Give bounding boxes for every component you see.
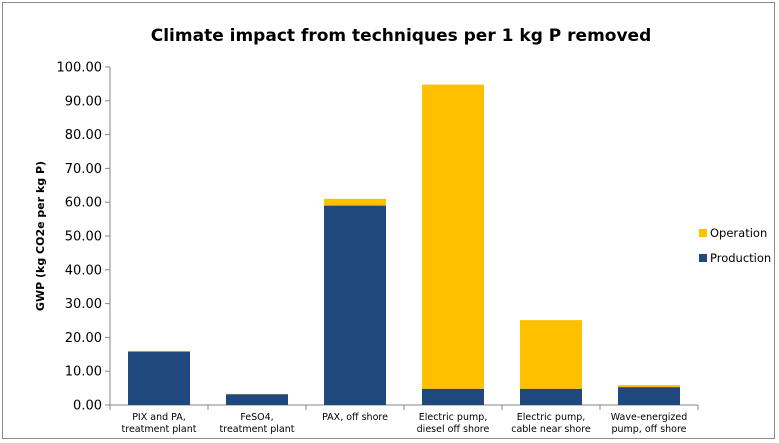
x-tick-label: cable near shore: [511, 424, 591, 435]
chart-title: Climate impact from techniques per 1 kg …: [151, 26, 652, 46]
y-tick-label: 70.00: [65, 162, 102, 177]
bar-operation-3: [422, 84, 484, 389]
legend-label-operation: Operation: [710, 226, 767, 240]
bar-production-1: [226, 394, 288, 405]
bar-production-5: [618, 387, 680, 405]
bar-operation-5: [618, 385, 680, 388]
bar-production-4: [520, 388, 582, 405]
bar-operation-4: [520, 320, 582, 389]
y-tick-label: 90.00: [65, 94, 102, 109]
y-tick-label: 0.00: [73, 399, 102, 414]
x-tick-label: pump, off shore: [611, 424, 686, 435]
x-tick-label: Electric pump,: [517, 412, 586, 423]
y-tick-label: 100.00: [57, 61, 103, 76]
bar-production-3: [422, 388, 484, 405]
x-tick-label: Wave-energized: [611, 412, 687, 423]
legend-swatch-production: [699, 254, 707, 262]
x-tick-label: FeSO4,: [240, 412, 273, 423]
y-tick-label: 80.00: [65, 128, 102, 143]
chart-frame: Climate impact from techniques per 1 kg …: [2, 2, 775, 439]
y-tick-label: 60.00: [65, 196, 102, 211]
bar-production-2: [324, 205, 386, 405]
x-tick-label: treatment plant: [220, 424, 295, 435]
x-tick-label: Electric pump,: [419, 412, 488, 423]
x-tick-label: treatment plant: [122, 424, 197, 435]
x-tick-label: PIX and PA,: [132, 412, 186, 423]
y-tick-label: 40.00: [65, 263, 102, 278]
y-tick-label: 50.00: [65, 230, 102, 245]
x-tick-label: diesel off shore: [417, 424, 490, 435]
legend-swatch-operation: [699, 229, 707, 237]
y-axis-label: GWP (kg CO2e per kg P): [34, 161, 47, 311]
x-tick-label: PAX, off shore: [322, 412, 388, 423]
chart-canvas: Climate impact from techniques per 1 kg …: [34, 26, 771, 435]
bar-operation-0: [128, 350, 190, 352]
y-tick-label: 10.00: [65, 365, 102, 380]
y-tick-label: 20.00: [65, 331, 102, 346]
bar-production-0: [128, 351, 190, 405]
bar-operation-2: [324, 198, 386, 206]
y-tick-label: 30.00: [65, 297, 102, 312]
legend-label-production: Production: [710, 251, 771, 265]
